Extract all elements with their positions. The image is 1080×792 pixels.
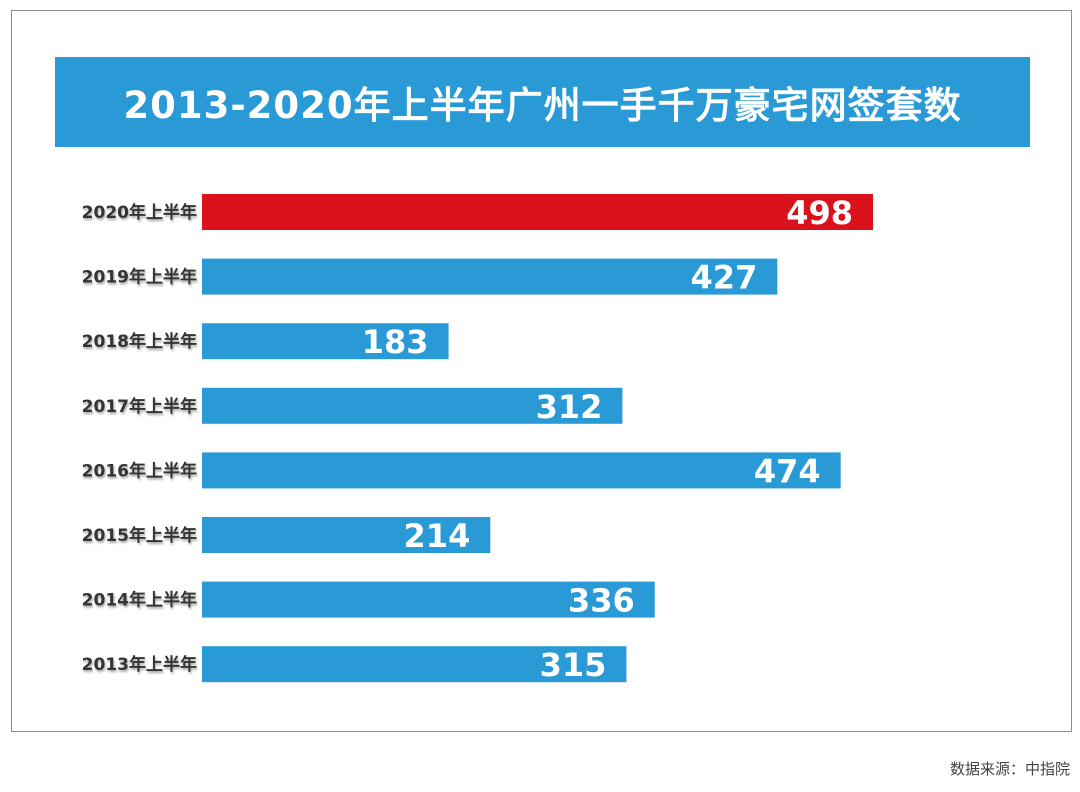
value-label: 336 bbox=[568, 582, 635, 620]
value-label: 183 bbox=[362, 323, 429, 361]
value-label: 427 bbox=[691, 259, 758, 297]
category-label: 2018年上半年 bbox=[82, 331, 197, 352]
bar bbox=[202, 258, 778, 295]
category-label: 2016年上半年 bbox=[82, 460, 197, 481]
category-label: 2014年上半年 bbox=[82, 590, 197, 611]
value-label: 474 bbox=[754, 452, 821, 490]
bar bbox=[202, 452, 841, 489]
bar bbox=[202, 387, 623, 424]
category-label: 2015年上半年 bbox=[82, 525, 197, 546]
value-label: 312 bbox=[536, 388, 603, 426]
value-label: 315 bbox=[540, 646, 607, 684]
category-label: 2020年上半年 bbox=[82, 202, 197, 223]
bar bbox=[202, 517, 491, 553]
chart-title: 2013-2020年上半年广州一手千万豪宅网签套数 bbox=[55, 57, 1030, 147]
data-source: 数据来源：中指院 bbox=[949, 760, 1070, 778]
category-label: 2017年上半年 bbox=[82, 396, 197, 417]
bar bbox=[202, 194, 873, 230]
value-label: 214 bbox=[404, 517, 471, 555]
bar bbox=[202, 646, 627, 683]
bar bbox=[202, 323, 449, 360]
bar bbox=[202, 581, 655, 618]
category-label: 2013年上半年 bbox=[82, 654, 197, 675]
value-label: 498 bbox=[786, 194, 853, 232]
category-label: 2019年上半年 bbox=[82, 267, 197, 288]
